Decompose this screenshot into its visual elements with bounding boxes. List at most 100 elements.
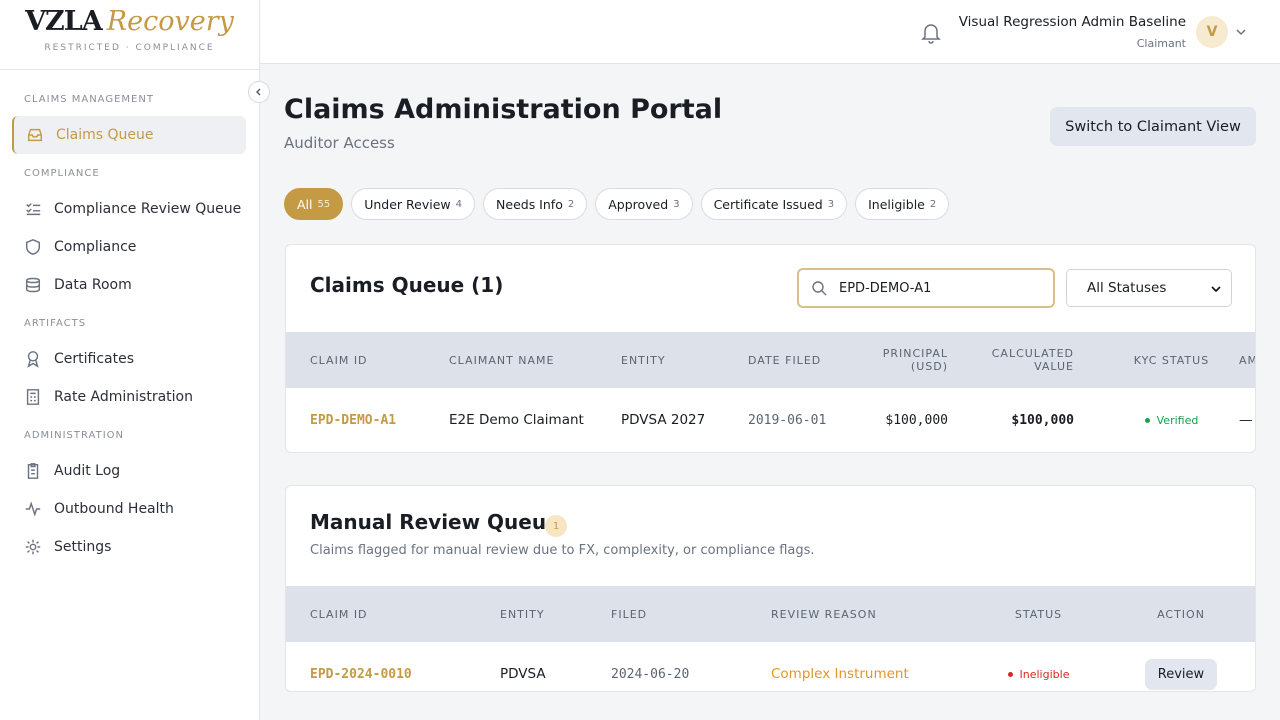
filter-pill[interactable]: Under Review 4 [351, 188, 476, 220]
filter-label: All [297, 196, 313, 212]
nav-label: Compliance Review Queue [54, 201, 242, 217]
filter-count: 3 [827, 198, 835, 210]
column-header: KYC STATUS [1133, 353, 1210, 367]
nav-item[interactable]: Rate Administration [12, 378, 246, 416]
filter-count: 4 [455, 198, 463, 210]
user-role: Claimant [1136, 37, 1186, 50]
column-header: CLAIM ID [310, 353, 368, 367]
table-header: CLAIM ID ENTITY FILED REVIEW REASON STATUS AC… [286, 586, 1255, 642]
column-header: ACTION [1157, 607, 1205, 621]
column-header: REVIEW REASON [771, 607, 877, 621]
filter-label: Ineligible [868, 196, 925, 212]
brand-tagline: RESTRICTED · COMPLIANCE [44, 43, 215, 53]
filter-label: Under Review [364, 196, 451, 212]
cell: — [1239, 412, 1253, 428]
filter-label: Certificate Issued [713, 196, 823, 212]
column-header: CLAIMANT NAME [449, 353, 555, 367]
nav-label: Audit Log [54, 463, 121, 479]
page-subtitle: Auditor Access [284, 134, 395, 152]
nav-icon [27, 463, 39, 479]
select-text: All Statuses [1087, 280, 1167, 296]
nav-icon [27, 351, 39, 368]
collapse-button[interactable] [248, 81, 270, 103]
sidebar: VZLA Recovery RESTRICTED · COMPLIANCE CL… [0, 0, 260, 720]
card-description: Claims flagged for manual review due to … [310, 543, 815, 558]
nav-label: Certificates [54, 351, 135, 367]
nav-label: Settings [54, 539, 112, 555]
count-badge: 1 [545, 515, 567, 537]
page-title: Claims Administration Portal [284, 94, 723, 125]
nav-label: Outbound Health [54, 501, 174, 517]
filter-label: Needs Info [496, 196, 563, 212]
nav-section-title: COMPLIANCE [24, 168, 100, 179]
user-name: Visual Regression Admin Baseline [958, 14, 1186, 30]
nav-item[interactable]: Data Room [12, 266, 246, 304]
nav-item[interactable]: Audit Log [12, 452, 246, 490]
cell: Ineligible [971, 668, 1106, 681]
nav-icon [25, 277, 41, 293]
column-header: CLAIM ID [310, 607, 368, 621]
nav-icon [26, 389, 40, 405]
table-header: CLAIM ID CLAIMANT NAME ENTITY DATE FILED PRI… [286, 332, 1255, 388]
nav: CLAIMS MANAGEMENT Claims Queue COMPLIANCE C… [0, 70, 259, 566]
card-title: Manual Review Queue [310, 510, 560, 534]
table-row: EPD-DEMO-A1 E2E Demo Claimant PDVSA 2027 20… [286, 388, 1255, 452]
nav-label: Compliance [54, 239, 137, 255]
cell: 2024-06-20 [611, 666, 690, 682]
notifications[interactable] [921, 22, 941, 44]
nav-item[interactable]: Compliance Review Queue [12, 190, 246, 228]
nav-item[interactable]: Claims Queue [12, 116, 246, 154]
cell: Verified [1074, 414, 1239, 427]
nav-item[interactable]: Outbound Health [12, 490, 246, 528]
status-select[interactable]: All Statuses [1066, 269, 1232, 307]
cell: Complex Instrument [771, 666, 909, 682]
nav-item[interactable]: Settings [12, 528, 246, 566]
nav-icon [25, 501, 41, 517]
cell[interactable]: EPD-DEMO-A1 [310, 412, 397, 428]
nav-item[interactable]: Compliance [12, 228, 246, 266]
user-menu[interactable] [1235, 27, 1247, 37]
cell: E2E Demo Claimant [449, 412, 584, 428]
topbar: Visual Regression Admin Baseline Claiman… [260, 0, 1280, 64]
nav-icon [25, 239, 41, 255]
cell[interactable]: Review [1144, 658, 1218, 690]
column-header: DATE FILED [748, 353, 822, 367]
cell: PDVSA 2027 [621, 412, 706, 428]
nav-icon [26, 203, 41, 216]
search-text: EPD-DEMO-A1 [839, 280, 932, 296]
cell[interactable]: EPD-2024-0010 [310, 666, 412, 682]
filter-pill[interactable]: Needs Info 2 [483, 188, 588, 220]
cell: $100,000 [1011, 412, 1074, 428]
manual-review-card: Manual Review Queue 1 Claims flagged for… [285, 485, 1256, 692]
column-header: FILED [611, 607, 648, 621]
filter-label: Approved [608, 196, 669, 212]
cell: 2019-06-01 [748, 412, 827, 428]
column-header: CALCULATED VALUE [991, 347, 1074, 373]
nav-label: Claims Queue [56, 127, 154, 143]
search-input[interactable]: EPD-DEMO-A1 [797, 268, 1055, 308]
column-header: AML RISK [1239, 353, 1255, 367]
filter-pill[interactable]: Approved 3 [595, 188, 693, 220]
cell: PDVSA [500, 666, 546, 682]
cell: $100,000 [885, 412, 948, 428]
table-row: EPD-2024-0010 PDVSA 2024-06-20 Complex Inst… [286, 642, 1255, 691]
avatar[interactable]: V [1196, 16, 1228, 48]
filter-pill[interactable]: Certificate Issued 3 [700, 188, 848, 220]
card-title: Claims Queue (1) [310, 273, 504, 297]
filter-pill[interactable]: All 55 [284, 188, 344, 220]
nav-icon [27, 128, 43, 142]
column-header: PRINCIPAL (USD) [882, 347, 948, 373]
column-header: ENTITY [500, 607, 545, 621]
brand-accent: Recovery [106, 6, 234, 37]
nav-item[interactable]: Certificates [12, 340, 246, 378]
filter-pill[interactable]: Ineligible 2 [855, 188, 950, 220]
nav-label: Data Room [54, 277, 132, 293]
nav-icon [25, 539, 41, 555]
filter-count: 55 [317, 198, 331, 210]
brand-name: VZLA [25, 6, 103, 37]
filter-count: 3 [673, 198, 680, 210]
column-header: STATUS [1014, 607, 1063, 621]
nav-section-title: ADMINISTRATION [24, 430, 125, 441]
switch-view-button[interactable]: Switch to Claimant View [1050, 107, 1256, 146]
